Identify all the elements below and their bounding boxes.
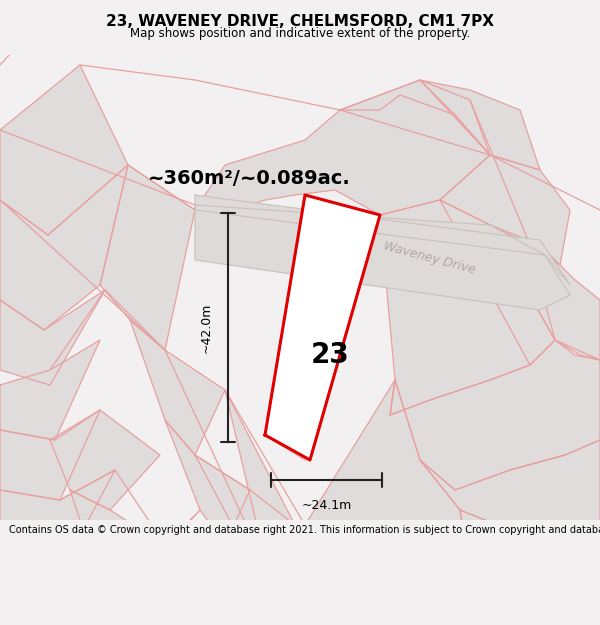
Polygon shape — [165, 420, 250, 545]
Polygon shape — [0, 290, 105, 385]
Text: ~24.1m: ~24.1m — [301, 499, 352, 512]
Text: 23, WAVENEY DRIVE, CHELMSFORD, CM1 7PX: 23, WAVENEY DRIVE, CHELMSFORD, CM1 7PX — [106, 14, 494, 29]
Polygon shape — [0, 410, 100, 500]
Polygon shape — [225, 390, 340, 590]
Text: 23: 23 — [311, 341, 349, 369]
Text: ~42.0m: ~42.0m — [200, 302, 213, 352]
Text: Map shows position and indicative extent of the property.: Map shows position and indicative extent… — [130, 27, 470, 39]
Text: ~360m²/~0.089ac.: ~360m²/~0.089ac. — [148, 169, 351, 187]
Polygon shape — [340, 80, 490, 155]
Polygon shape — [195, 80, 490, 215]
Polygon shape — [195, 195, 570, 285]
Polygon shape — [0, 165, 128, 330]
Polygon shape — [490, 225, 600, 360]
Polygon shape — [70, 490, 165, 565]
Text: Waveney Drive: Waveney Drive — [382, 239, 478, 276]
Polygon shape — [420, 440, 600, 540]
Polygon shape — [130, 320, 225, 455]
Polygon shape — [265, 195, 380, 460]
Polygon shape — [440, 155, 570, 265]
Polygon shape — [0, 65, 128, 235]
Polygon shape — [460, 510, 600, 600]
Text: Contains OS data © Crown copyright and database right 2021. This information is : Contains OS data © Crown copyright and d… — [9, 525, 600, 535]
Polygon shape — [265, 555, 375, 610]
Polygon shape — [390, 340, 600, 490]
Polygon shape — [0, 540, 125, 600]
Polygon shape — [305, 380, 465, 590]
Polygon shape — [100, 165, 195, 350]
Polygon shape — [50, 410, 160, 510]
Polygon shape — [0, 470, 115, 545]
Polygon shape — [0, 340, 100, 440]
Polygon shape — [380, 200, 555, 415]
Polygon shape — [195, 205, 570, 310]
Polygon shape — [195, 455, 295, 565]
Polygon shape — [90, 510, 200, 600]
Polygon shape — [420, 80, 540, 170]
